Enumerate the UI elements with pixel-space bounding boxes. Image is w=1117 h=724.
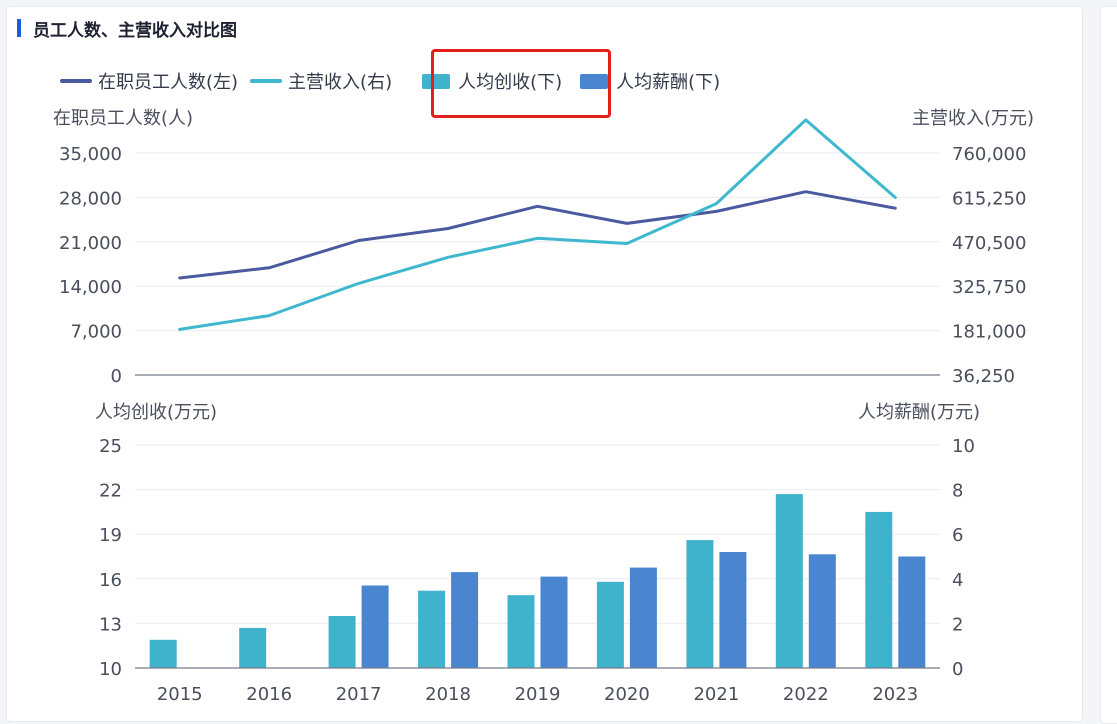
panel-header: 员工人数、主营收入对比图: [17, 18, 237, 41]
x-tick-label: 2018: [425, 684, 471, 705]
y-right-tick-label: 10: [952, 436, 975, 457]
revenue-per-capita-bar: [775, 494, 803, 668]
y-right-tick-label: 8: [952, 481, 963, 502]
employee-count-line: [178, 190, 897, 280]
y-left-tick-label: 22: [99, 481, 122, 502]
salary-per-capita-bar: [898, 556, 926, 668]
y-left-axis-title: 人均创收(万元): [95, 402, 217, 423]
x-tick-label: 2023: [872, 684, 918, 705]
highlight-annotation-box: [431, 49, 611, 118]
y-left-tick-label: 10: [99, 659, 122, 680]
x-tick-label: 2017: [336, 684, 382, 705]
legend-item-revenue[interactable]: 主营收入(右): [250, 68, 392, 94]
revenue-per-capita-bar: [507, 595, 535, 668]
y-left-tick-label: 13: [99, 614, 122, 635]
y-right-tick-label: 0: [952, 659, 963, 680]
salary-per-capita-bar: [719, 552, 747, 668]
x-tick-label: 2019: [515, 684, 561, 705]
y-right-tick-label: 181,000: [952, 322, 1026, 343]
chart-legend: 在职员工人数(左) 主营收入(右) 人均创收(下) 人均薪酬(下): [60, 66, 732, 96]
y-right-tick-label: 470,500: [952, 233, 1026, 254]
legend-item-revenue-per-capita[interactable]: 人均创收(下): [422, 68, 562, 94]
x-tick-label: 2020: [604, 684, 650, 705]
y-right-axis-title: 人均薪酬(万元): [858, 402, 980, 423]
panel-title: 员工人数、主营收入对比图: [33, 20, 237, 41]
revenue-per-capita-bar: [418, 590, 446, 668]
legend-box-icon: [422, 73, 451, 89]
revenue-per-capita-bar: [596, 581, 624, 668]
y-left-tick-label: 28,000: [59, 188, 122, 209]
legend-line-icon: [60, 79, 92, 83]
legend-box-icon: [580, 73, 609, 89]
y-left-tick-label: 25: [99, 436, 122, 457]
legend-line-icon: [250, 79, 283, 83]
y-left-tick-label: 14,000: [59, 277, 122, 298]
y-left-tick-label: 21,000: [59, 233, 122, 254]
revenue-per-capita-bar: [149, 639, 177, 668]
y-left-axis-title: 在职员工人数(人): [53, 108, 193, 129]
y-left-tick-label: 19: [99, 525, 122, 546]
revenue-per-capita-bar: [328, 616, 356, 668]
legend-label: 人均创收(下): [458, 72, 563, 93]
y-left-tick-label: 35,000: [59, 144, 122, 165]
salary-per-capita-bar: [540, 576, 568, 668]
y-right-tick-label: 325,750: [952, 277, 1026, 298]
revenue-line: [178, 118, 897, 331]
salary-per-capita-bar: [808, 554, 836, 668]
legend-label: 在职员工人数(左): [98, 72, 239, 93]
x-tick-label: 2016: [246, 684, 292, 705]
legend-label: 人均薪酬(下): [616, 72, 721, 93]
revenue-per-capita-bar: [239, 627, 267, 668]
y-right-tick-label: 615,250: [952, 188, 1026, 209]
y-right-tick-label: 36,250: [952, 366, 1015, 387]
x-tick-label: 2021: [693, 684, 739, 705]
y-right-axis-title: 主营收入(万元): [912, 108, 1034, 129]
y-right-tick-label: 2: [952, 614, 963, 635]
y-left-tick-label: 0: [111, 366, 122, 387]
y-right-tick-label: 760,000: [952, 144, 1026, 165]
x-tick-label: 2015: [157, 684, 203, 705]
salary-per-capita-bar: [629, 567, 657, 668]
y-right-tick-label: 6: [952, 525, 963, 546]
title-accent-bar: [17, 19, 21, 37]
legend-item-salary-per-capita[interactable]: 人均薪酬(下): [580, 68, 720, 94]
y-left-tick-label: 16: [99, 570, 122, 591]
legend-label: 主营收入(右): [288, 72, 393, 93]
x-tick-label: 2022: [783, 684, 829, 705]
revenue-per-capita-bar: [865, 511, 893, 668]
salary-per-capita-bar: [451, 572, 479, 668]
legend-item-employees[interactable]: 在职员工人数(左): [60, 68, 238, 94]
y-right-tick-label: 4: [952, 570, 963, 591]
salary-per-capita-bar: [361, 585, 389, 668]
y-left-tick-label: 7,000: [70, 322, 122, 343]
revenue-per-capita-bar: [686, 540, 714, 668]
